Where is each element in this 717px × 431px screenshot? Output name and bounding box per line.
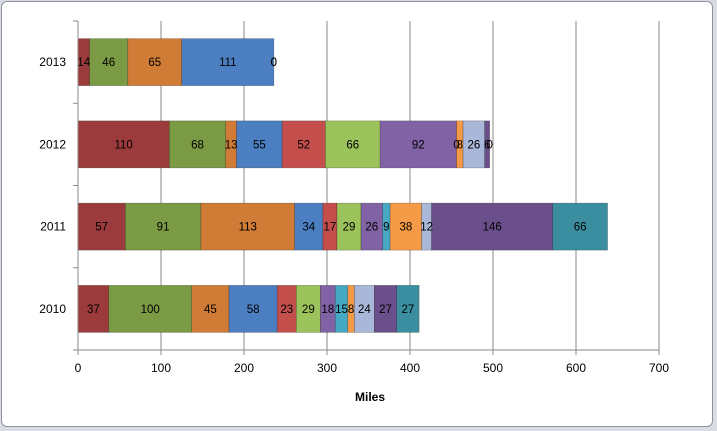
data-label-2010-7: 18 <box>321 304 334 316</box>
data-label-2010-9: 8 <box>348 304 354 316</box>
data-label-2012-8: 0 <box>453 139 459 151</box>
bar-segment-2012-10 <box>462 120 485 169</box>
bar-segment-2013-4 <box>181 38 275 86</box>
data-label-2012-11: 6 <box>484 139 490 151</box>
data-label-2012-7: 92 <box>412 139 425 151</box>
data-label-2012-9: 8 <box>457 139 463 151</box>
x-tick-label: 0 <box>75 361 82 375</box>
x-tick-label: 500 <box>483 361 503 375</box>
data-label-2013-6: 0 <box>271 57 277 69</box>
bar-segment-2012-7 <box>379 120 457 169</box>
data-label-2011-2: 91 <box>157 222 170 234</box>
bar-segments <box>77 38 608 333</box>
data-label-2011-3: 113 <box>239 222 257 234</box>
category-label-2012: 2012 <box>39 137 66 151</box>
data-label-2011-5: 17 <box>324 222 337 234</box>
x-tick-label: 100 <box>151 361 171 375</box>
data-label-2011-9: 38 <box>399 222 412 234</box>
bar-segment-2011-6 <box>336 202 362 251</box>
data-label-2012-4: 55 <box>253 139 266 151</box>
data-label-2010-5: 23 <box>280 304 293 316</box>
data-label-2013-1: 14 <box>77 57 90 69</box>
bar-segment-2011-12 <box>552 202 608 251</box>
data-label-2012-6: 66 <box>346 139 359 151</box>
bar-segment-2012-5 <box>281 120 326 169</box>
data-label-2013-3: 65 <box>148 57 161 69</box>
data-label-2012-2: 68 <box>191 139 204 151</box>
category-label-2011: 2011 <box>40 220 66 234</box>
data-label-2010-6: 29 <box>302 304 315 316</box>
bar-segment-2012-6 <box>325 120 381 169</box>
bar-segment-2010-2 <box>108 285 193 333</box>
data-label-2013-2: 46 <box>102 57 115 69</box>
category-label-2013: 2013 <box>39 55 66 69</box>
x-tick-label: 200 <box>234 361 254 375</box>
bar-segment-2012-11 <box>484 120 490 169</box>
bar-segment-2011-3 <box>200 202 295 251</box>
data-label-2011-11: 146 <box>483 222 502 234</box>
bar-segment-2011-2 <box>125 202 202 251</box>
x-tick-label: 700 <box>649 361 669 375</box>
x-tick-label: 300 <box>317 361 337 375</box>
data-label-2010-11: 27 <box>379 304 392 316</box>
category-label-2010: 2010 <box>39 302 66 316</box>
x-tick-label: 600 <box>566 361 586 375</box>
data-label-2011-7: 26 <box>365 222 378 234</box>
bar-segment-2013-3 <box>127 38 183 86</box>
bar-segment-2011-4 <box>294 202 324 251</box>
x-axis-title: Miles <box>355 390 385 404</box>
bar-segment-2011-9 <box>389 202 422 251</box>
data-label-2010-3: 45 <box>204 304 217 316</box>
bar-segment-2012-2 <box>169 120 227 169</box>
data-label-2011-8: 9 <box>383 222 389 234</box>
bar-segment-2012-4 <box>236 120 283 169</box>
data-label-2012-10: 26 <box>468 139 481 151</box>
bar-segment-2013-2 <box>89 38 129 86</box>
bar-segment-2011-1 <box>77 202 126 251</box>
data-label-2011-10: 12 <box>420 222 433 234</box>
data-label-2011-1: 57 <box>95 222 108 234</box>
data-label-2011-12: 66 <box>574 222 587 234</box>
data-label-2010-10: 24 <box>358 304 371 316</box>
data-label-2010-12: 27 <box>402 304 415 316</box>
x-tick-label: 400 <box>400 361 420 375</box>
data-label-2010-8: 15 <box>335 304 348 316</box>
data-label-2010-2: 100 <box>141 304 160 316</box>
data-label-2013-4: 111 <box>219 57 236 69</box>
data-label-2012-12: 0 <box>486 139 492 151</box>
bar-segment-2012-1 <box>77 120 170 169</box>
bar-segment-2010-12 <box>396 285 420 333</box>
data-label-2012-3: 13 <box>225 139 238 151</box>
data-label-2010-1: 37 <box>87 304 100 316</box>
bar-segment-2010-4 <box>228 285 278 333</box>
data-label-2011-6: 29 <box>343 222 356 234</box>
data-label-2012-1: 110 <box>114 139 132 151</box>
data-label-2011-4: 34 <box>302 222 315 234</box>
data-label-2013-5: 0 <box>271 57 277 69</box>
data-label-2010-4: 58 <box>247 304 260 316</box>
data-label-2012-5: 52 <box>297 139 310 151</box>
bar-segment-2011-11 <box>431 202 554 251</box>
